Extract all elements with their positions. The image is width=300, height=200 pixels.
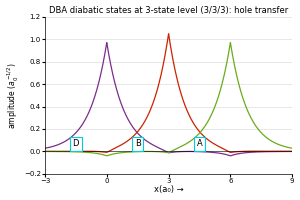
Y-axis label: amplitude $(a_0^{-1/2})$: amplitude $(a_0^{-1/2})$ [6,62,21,129]
X-axis label: x(a₀) →: x(a₀) → [154,185,183,194]
Text: B: B [135,139,141,148]
Title: DBA diabatic states at 3-state level (3/3/3): hole transfer: DBA diabatic states at 3-state level (3/… [49,6,288,15]
Text: D: D [73,139,79,148]
Text: A: A [196,139,202,148]
